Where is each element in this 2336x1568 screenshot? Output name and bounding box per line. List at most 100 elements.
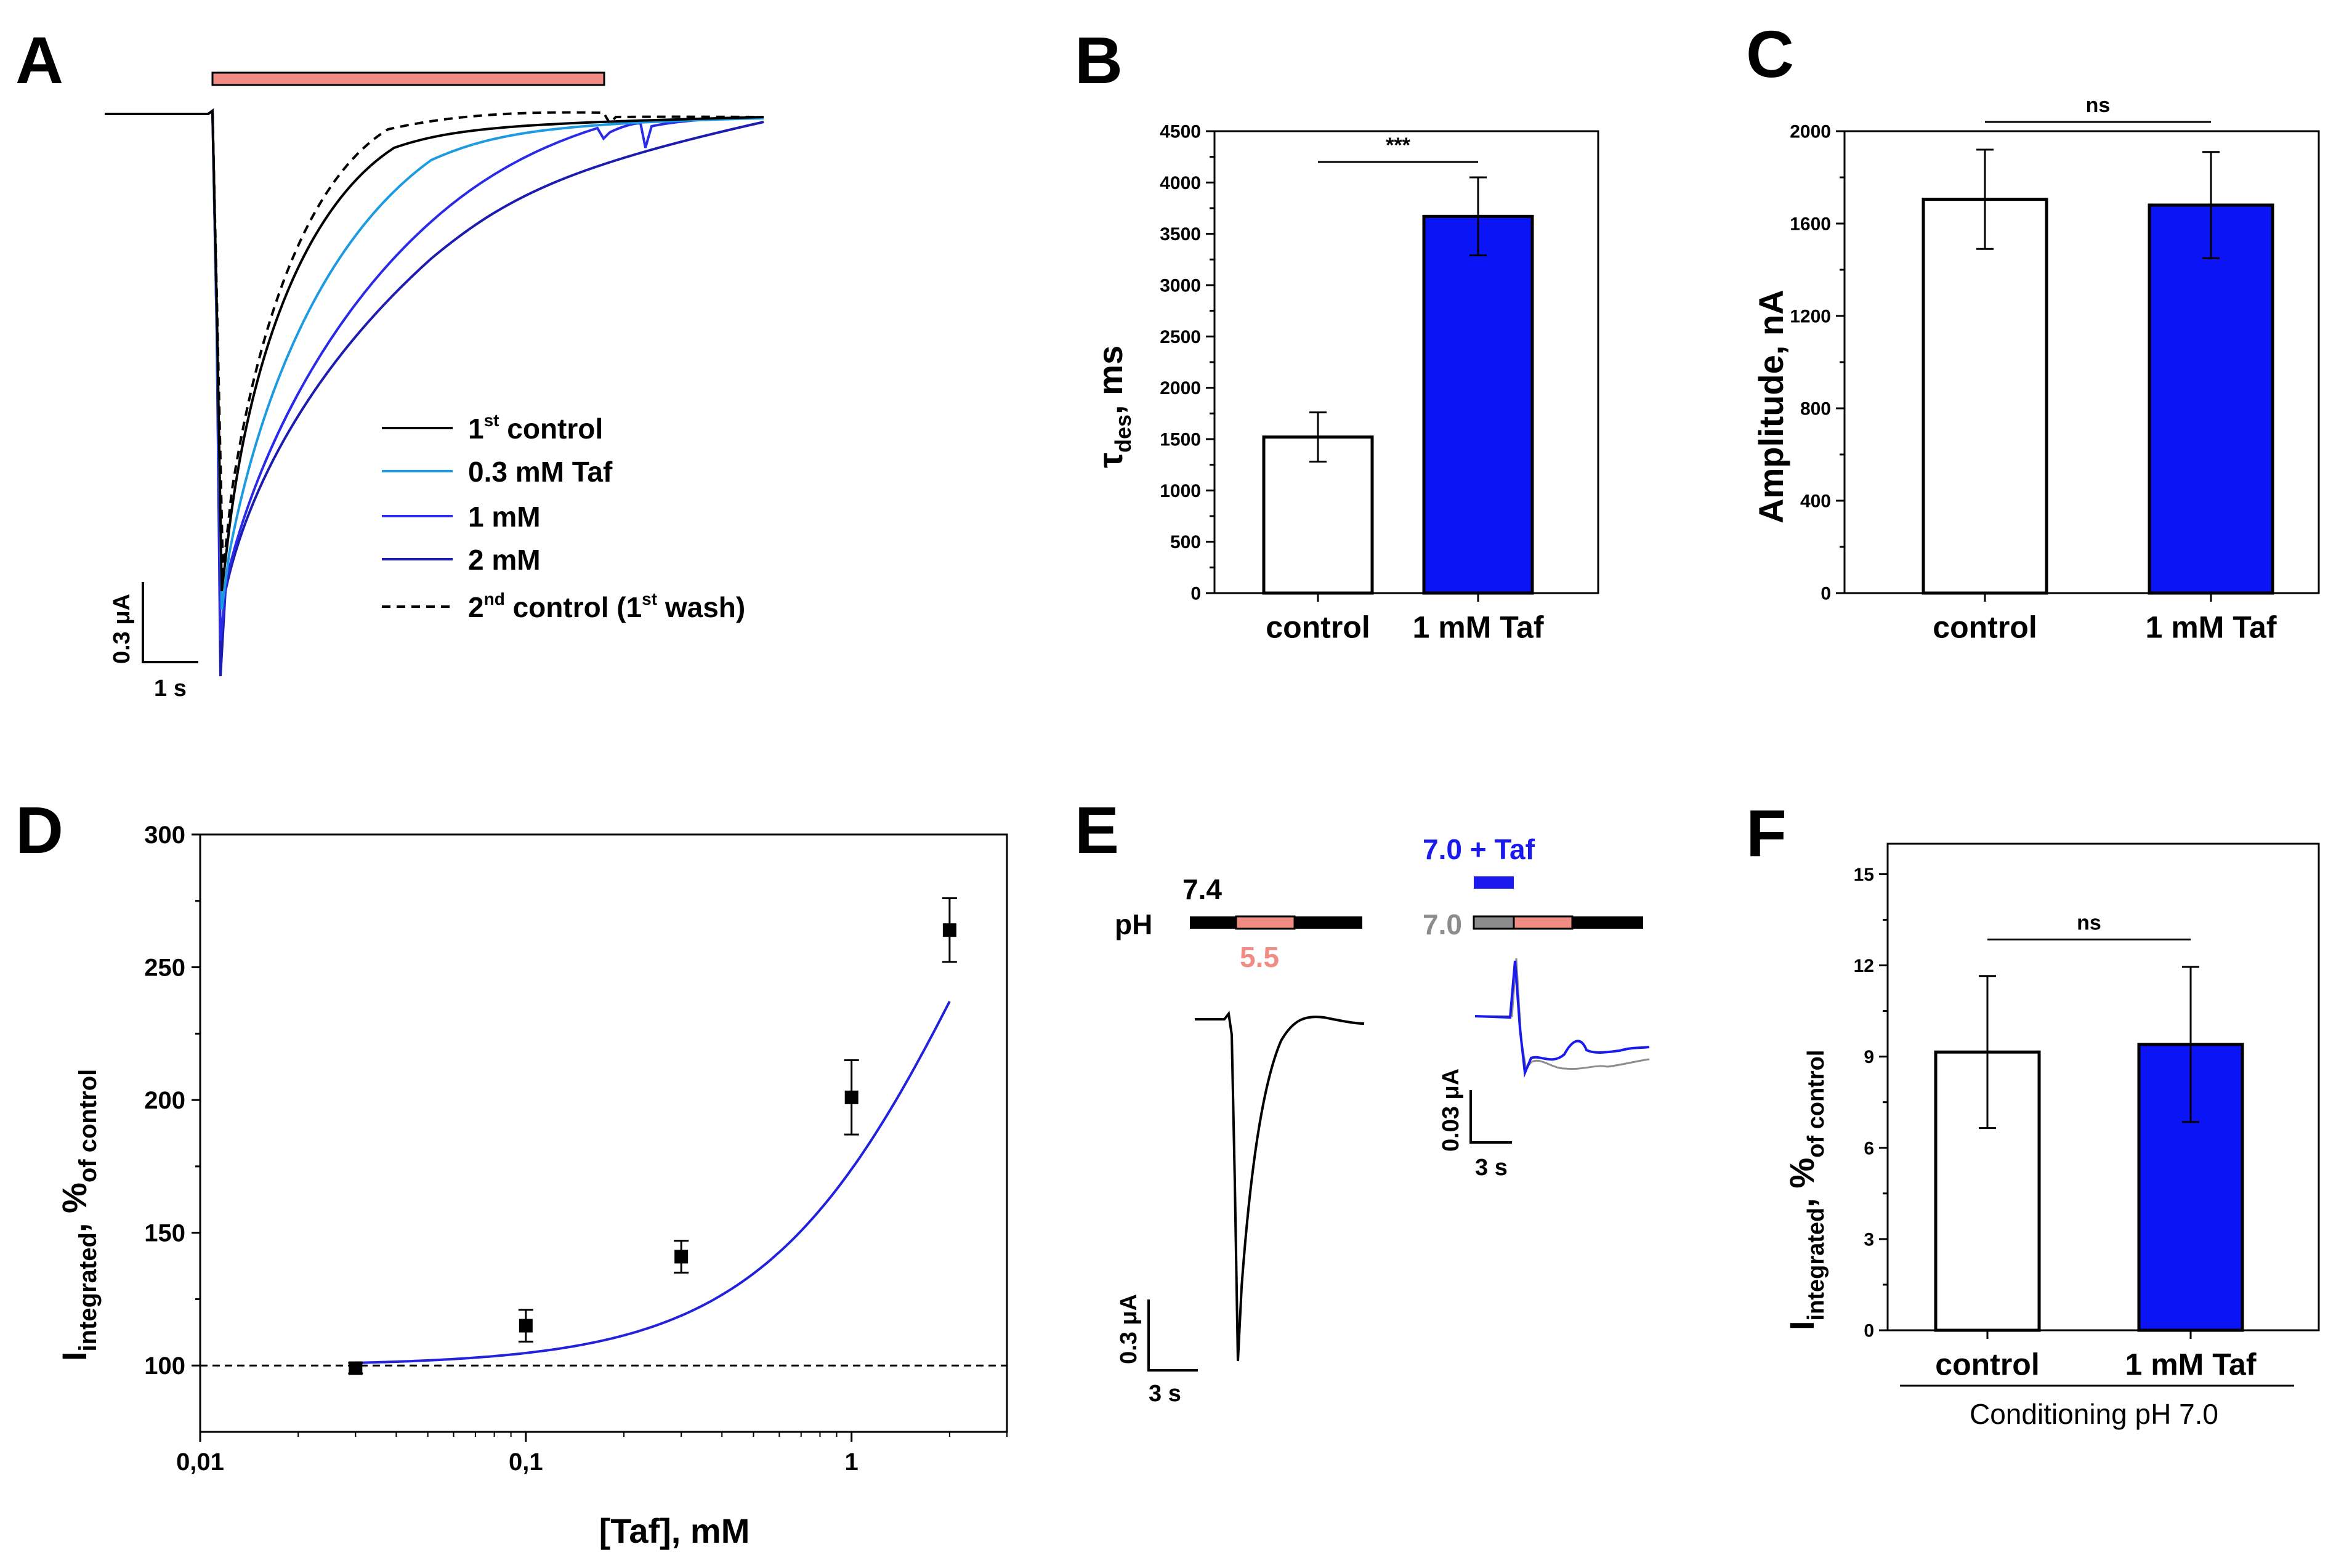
ph-protocol-right bbox=[1473, 915, 1643, 930]
panel-d-data-point-0 bbox=[349, 1361, 363, 1375]
panel-d-ytick-label: 250 bbox=[144, 955, 185, 982]
trace-2mM bbox=[105, 108, 764, 677]
panel-d-letter: D bbox=[15, 793, 63, 867]
panel-a: A 1st control 0.3 mM Taf 1 mM 2 mM 2nd c… bbox=[15, 23, 764, 701]
panelB-ytick-label: 0 bbox=[1190, 584, 1201, 604]
panelB-bar-1 bbox=[1422, 214, 1534, 595]
panel-f: F Iintegrated, %of control Conditioning … bbox=[1746, 796, 2320, 1430]
scale-bar-a: 0.3 μA 1 s bbox=[109, 582, 198, 701]
trace-0-3mM bbox=[105, 108, 764, 610]
panelC-ytick-label: 400 bbox=[1800, 491, 1831, 512]
panel-c-y-axis-label: Amplitude, nA bbox=[1752, 289, 1790, 523]
scale-bar-a-y-label: 0.3 μA bbox=[109, 594, 135, 664]
ph-protocol-left bbox=[1190, 915, 1362, 930]
panel-d-ytick-label: 100 bbox=[144, 1352, 185, 1380]
condition-label: Conditioning pH 7.0 bbox=[1970, 1398, 2218, 1430]
panelB-significance-label: *** bbox=[1386, 134, 1410, 157]
panel-d-fit-curve bbox=[355, 1001, 951, 1364]
trace-e-right-control bbox=[1475, 958, 1650, 1071]
panelB-ytick-label: 3500 bbox=[1160, 224, 1201, 244]
panel-d-data-point-2 bbox=[674, 1250, 689, 1264]
panel-c-letter: C bbox=[1746, 17, 1794, 91]
legend-label-2mM: 2 mM bbox=[468, 544, 541, 576]
panel-d-y-axis-label: Iintegrated, %of control bbox=[55, 1069, 102, 1361]
scale-bar-e-left: 0.3 μA 3 s bbox=[1116, 1294, 1198, 1407]
legend-label-1mM: 1 mM bbox=[468, 501, 541, 533]
panelB-ytick-label: 4000 bbox=[1160, 173, 1201, 193]
panelB-ytick-label: 1000 bbox=[1160, 481, 1201, 501]
panelB-ytick-label: 2000 bbox=[1160, 378, 1201, 398]
legend-label-0-3mM: 0.3 mM Taf bbox=[468, 456, 613, 488]
panel-d-data-point-4 bbox=[942, 923, 956, 937]
panel-a-letter: A bbox=[15, 23, 63, 97]
panel-e: E pH 7.4 5.5 0.3 μA 3 s 7.0 + Taf 7.0 0.… bbox=[1075, 793, 1650, 1407]
panel-b: B τdes, ms 0 500 1000 1500 2000 2500 3000 3500 4… bbox=[1075, 23, 1599, 645]
scale-bar-a-x-label: 1 s bbox=[154, 676, 187, 701]
panel-e-letter: E bbox=[1075, 793, 1119, 867]
panelF-ytick-label: 15 bbox=[1854, 865, 1874, 885]
panelC-ytick-label: 0 bbox=[1821, 584, 1831, 604]
panel-f-letter: F bbox=[1746, 796, 1787, 870]
panelC-category-label-0: control bbox=[1933, 610, 2037, 645]
panelC-bar-1 bbox=[2148, 203, 2274, 595]
panel-d-xtick-label: 1 bbox=[845, 1449, 859, 1476]
ph-taf-label: 7.0 + Taf bbox=[1423, 833, 1535, 865]
panelC-bar-0 bbox=[1922, 198, 2048, 595]
panelB-bar-0 bbox=[1262, 435, 1374, 595]
scale-bar-e-right: 0.03 μA 3 s bbox=[1438, 1069, 1512, 1181]
panelC-ytick-label: 1200 bbox=[1790, 307, 1831, 327]
ph-label: pH bbox=[1115, 908, 1152, 940]
panel-b-y-axis-label: τdes, ms bbox=[1091, 346, 1136, 468]
panelB-ytick-label: 3000 bbox=[1160, 276, 1201, 296]
acid-application-bar bbox=[211, 71, 605, 86]
trace-1mM bbox=[105, 108, 764, 641]
panel-d-axes-frame bbox=[199, 833, 1008, 1433]
panel-d-data-point-3 bbox=[844, 1090, 859, 1104]
trace-2nd-control bbox=[211, 110, 764, 573]
panel-d-xtick-label: 0,1 bbox=[509, 1449, 543, 1476]
legend-label-1st-control: 1st control bbox=[468, 411, 603, 445]
panelC-ytick-label: 800 bbox=[1800, 399, 1831, 419]
panelB-ytick-label: 500 bbox=[1170, 532, 1201, 552]
scale-bar-e-right-x-label: 3 s bbox=[1475, 1155, 1508, 1181]
trace-e-right-taf bbox=[1474, 960, 1650, 1078]
panelF-ytick-label: 9 bbox=[1864, 1047, 1874, 1067]
panelB-category-label-1: 1 mM Taf bbox=[1413, 610, 1544, 645]
panelF-ytick-label: 0 bbox=[1864, 1321, 1874, 1341]
taf-application-bar bbox=[1474, 876, 1514, 889]
scale-bar-e-left-x-label: 3 s bbox=[1149, 1381, 1181, 1407]
current-traces bbox=[105, 108, 764, 677]
panel-d: D Iintegrated, %of control [Taf], mM 100… bbox=[15, 793, 1008, 1550]
panel-d-ytick-label: 150 bbox=[144, 1220, 185, 1247]
panel-d-x-axis-label: [Taf], mM bbox=[599, 1511, 750, 1550]
ph-5-5-label: 5.5 bbox=[1240, 941, 1279, 973]
panel-d-ytick-label: 300 bbox=[144, 822, 185, 849]
panel-c: C Amplitude, nA 0 400 800 1200 1600 2000 contr… bbox=[1746, 17, 2320, 645]
panelB-ytick-label: 4500 bbox=[1160, 122, 1201, 142]
panelF-axes-frame bbox=[1886, 843, 2320, 1332]
panelF-category-label-0: control bbox=[1935, 1348, 2039, 1382]
panel-f-y-axis-label: Iintegrated, %of control bbox=[1782, 1050, 1829, 1330]
panelF-significance-label: ns bbox=[2077, 911, 2101, 935]
panelF-category-label-1: 1 mM Taf bbox=[2125, 1348, 2257, 1382]
panel-d-ytick-label: 200 bbox=[144, 1087, 185, 1114]
ph-7-4-label: 7.4 bbox=[1182, 873, 1222, 905]
panelB-ytick-label: 1500 bbox=[1160, 430, 1201, 450]
scale-bar-e-right-y-label: 0.03 μA bbox=[1438, 1069, 1464, 1152]
panelC-ytick-label: 2000 bbox=[1790, 122, 1831, 142]
panel-d-xtick-label: 0,01 bbox=[176, 1449, 224, 1476]
panel-d-data-point-1 bbox=[519, 1319, 533, 1333]
ph-7-0-label: 7.0 bbox=[1423, 908, 1462, 940]
panelF-ytick-label: 6 bbox=[1864, 1138, 1874, 1158]
legend-label-2nd-control: 2nd control (1st wash) bbox=[468, 589, 745, 623]
panelC-category-label-1: 1 mM Taf bbox=[2146, 610, 2277, 645]
panelB-ytick-label: 2500 bbox=[1160, 327, 1201, 347]
legend-a: 1st control 0.3 mM Taf 1 mM 2 mM 2nd con… bbox=[382, 411, 745, 623]
panelC-significance-label: ns bbox=[2086, 94, 2111, 117]
panelC-ytick-label: 1600 bbox=[1790, 214, 1831, 235]
scale-bar-e-left-y-label: 0.3 μA bbox=[1116, 1294, 1142, 1364]
trace-e-left bbox=[1195, 1011, 1365, 1362]
panelF-ytick-label: 12 bbox=[1854, 956, 1874, 976]
panelF-ytick-label: 3 bbox=[1864, 1229, 1874, 1250]
